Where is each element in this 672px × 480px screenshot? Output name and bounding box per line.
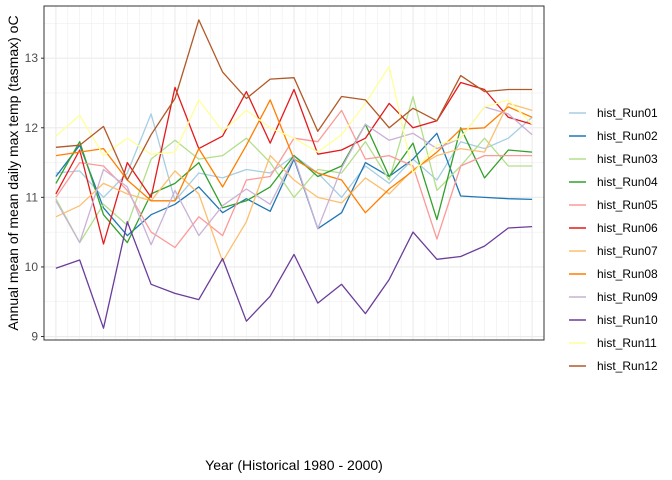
legend-item: hist_Run01 (569, 106, 658, 120)
y-tick-label: 9 (31, 330, 38, 344)
legend-label: hist_Run04 (597, 175, 658, 189)
legend-item: hist_Run08 (569, 267, 658, 281)
legend-label: hist_Run09 (597, 290, 658, 304)
series-line-hist-run10 (55, 221, 533, 329)
legend-label: hist_Run02 (597, 129, 658, 143)
series-line-hist-run07 (55, 102, 533, 263)
legend-item: hist_Run11 (569, 336, 657, 350)
legend-item: hist_Run09 (569, 290, 658, 304)
series-line-hist-run09 (55, 106, 533, 246)
legend-label: hist_Run06 (597, 221, 658, 235)
legend-label: hist_Run12 (597, 359, 658, 373)
legend-label: hist_Run10 (597, 313, 658, 327)
legend-item: hist_Run06 (569, 221, 658, 235)
y-tick-label: 11 (26, 190, 39, 204)
y-axis: 9 10 11 12 13 (25, 51, 44, 344)
series-line-hist-run11 (55, 65, 533, 174)
legend-item: hist_Run10 (569, 313, 658, 327)
legend-item: hist_Run03 (569, 152, 658, 166)
y-tick-label: 12 (25, 121, 39, 135)
legend-label: hist_Run11 (597, 336, 657, 350)
series-line-hist-run08 (55, 99, 533, 214)
legend-label: hist_Run01 (597, 106, 658, 120)
series-line-hist-run04 (55, 123, 533, 244)
legend-item: hist_Run07 (569, 244, 658, 258)
plot-border (43, 5, 545, 341)
legend-label: hist_Run05 (597, 198, 658, 212)
legend-item: hist_Run04 (569, 175, 658, 189)
legend-item: hist_Run02 (569, 129, 658, 143)
legend-label: hist_Run03 (597, 152, 658, 166)
legend-item: hist_Run05 (569, 198, 658, 212)
series-line-hist-run12 (55, 19, 533, 181)
legend: hist_Run01 hist_Run02 hist_Run03 hist_Run04… (569, 106, 658, 373)
x-axis-title: Year (Historical 1980 - 2000) (205, 457, 383, 473)
legend-item: hist_Run12 (569, 359, 658, 373)
legend-label: hist_Run08 (597, 267, 658, 281)
y-axis-title: Annual mean of mean daily max temp (tasm… (5, 15, 21, 330)
series-line-hist-run06 (55, 81, 533, 245)
y-tick-label: 13 (25, 51, 39, 65)
series-lines (55, 19, 533, 329)
legend-label: hist_Run07 (597, 244, 658, 258)
y-tick-label: 10 (25, 260, 39, 274)
